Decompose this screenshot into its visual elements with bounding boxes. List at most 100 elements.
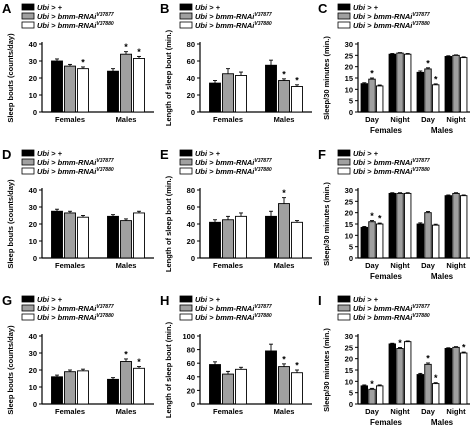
bar — [403, 192, 412, 259]
bar — [235, 368, 247, 405]
legend-label-text: Ubi > bmm-RNAi — [353, 158, 413, 167]
y-tick-label: 15 — [345, 74, 353, 83]
x-tick-label: Females — [213, 261, 243, 270]
x-tick-label: Males — [274, 261, 295, 270]
y-tick-label: 0 — [191, 254, 195, 263]
y-tick-label: 40 — [29, 332, 37, 341]
y-tick-label: 15 — [345, 220, 353, 229]
panel-letter: H — [160, 293, 169, 308]
significance-marker: * — [426, 353, 430, 363]
legend-label: Ubi > bmm-RNAiV37877 — [195, 12, 272, 21]
y-tick-label: 20 — [345, 63, 353, 72]
y-tick-label: 20 — [187, 386, 195, 395]
bar — [396, 192, 404, 259]
bar — [107, 70, 119, 113]
y-tick-label: 10 — [345, 231, 353, 240]
significance-marker: * — [282, 354, 286, 364]
y-tick-label: 80 — [187, 346, 195, 355]
bar — [376, 223, 384, 259]
panel-letter: A — [2, 1, 12, 16]
legend-swatch — [337, 313, 351, 321]
legend-label: Ubi > bmm-RNAiV37880 — [353, 313, 430, 322]
bar — [416, 223, 425, 259]
legend-label: Ubi > + — [195, 3, 221, 12]
significance-marker: * — [124, 42, 128, 52]
y-tick-label: 40 — [187, 220, 195, 229]
x-tick-label: Night — [390, 407, 410, 416]
x-tick-label: Females — [55, 407, 85, 416]
x-tick-label: Night — [390, 115, 410, 124]
y-tick-label: 40 — [187, 373, 195, 382]
bar — [388, 192, 397, 259]
bar — [222, 73, 234, 113]
y-tick-label: 20 — [187, 237, 195, 246]
legend-label-superscript: V37877 — [96, 304, 113, 310]
x-tick-label: Day — [421, 407, 436, 416]
legend-label-superscript: V37877 — [254, 12, 271, 18]
y-tick-label: 10 — [29, 91, 37, 100]
bar — [396, 348, 404, 405]
significance-marker: * — [370, 69, 374, 79]
y-tick-label: 5 — [349, 389, 353, 398]
group-label: Females — [370, 418, 403, 427]
bar — [416, 374, 425, 405]
legend-label: Ubi > bmm-RNAiV37880 — [353, 21, 430, 30]
y-tick-label: 0 — [33, 108, 37, 117]
bar — [444, 56, 453, 113]
legend-label-text: Ubi > + — [353, 149, 379, 158]
legend-label-text: Ubi > + — [37, 295, 63, 304]
group-label: Females — [370, 126, 403, 135]
bar — [235, 215, 247, 259]
legend-label: Ubi > + — [353, 149, 379, 158]
x-tick-label: Males — [274, 407, 295, 416]
panel-letter: D — [2, 147, 11, 162]
y-tick-label: 10 — [345, 377, 353, 386]
legend-label-superscript: V37880 — [254, 167, 271, 173]
y-tick-label: 100 — [182, 332, 195, 341]
bar — [360, 83, 368, 113]
bar — [376, 385, 384, 405]
legend-swatch — [179, 313, 193, 321]
x-tick-label: Night — [446, 115, 466, 124]
significance-marker: * — [282, 188, 286, 198]
bar — [291, 372, 303, 405]
bar — [388, 53, 397, 113]
y-tick-label: 20 — [187, 91, 195, 100]
significance-marker: * — [282, 69, 286, 79]
legend-label: Ubi > bmm-RNAiV37877 — [353, 158, 430, 167]
x-tick-label: Males — [116, 261, 137, 270]
legend-swatch — [179, 21, 193, 29]
legend-label-text: Ubi > + — [195, 295, 221, 304]
bar — [107, 215, 119, 259]
bar — [368, 78, 376, 113]
x-tick-label: Night — [390, 261, 410, 270]
legend-label: Ubi > bmm-RNAiV37880 — [195, 21, 272, 30]
legend-swatch — [337, 12, 351, 20]
legend-label-superscript: V37877 — [96, 12, 113, 18]
y-tick-label: 40 — [187, 74, 195, 83]
bar — [291, 221, 303, 259]
legend-label: Ubi > + — [353, 3, 379, 12]
y-axis-label: Sleep bouts (counts/day) — [6, 33, 15, 123]
y-tick-label: 30 — [345, 332, 353, 341]
y-axis-label: Sleep/30 minutes (min.) — [322, 36, 331, 120]
significance-marker: * — [462, 343, 466, 353]
legend-label-text: Ubi > bmm-RNAi — [37, 21, 97, 30]
legend-label-text: Ubi > bmm-RNAi — [37, 304, 97, 313]
legend-label-superscript: V37880 — [96, 313, 113, 319]
legend-swatch — [179, 158, 193, 166]
legend-label-text: Ubi > bmm-RNAi — [195, 12, 255, 21]
y-tick-label: 20 — [345, 355, 353, 364]
bar — [403, 341, 412, 405]
x-tick-label: Day — [421, 115, 436, 124]
legend-label: Ubi > + — [195, 295, 221, 304]
bar — [368, 388, 376, 405]
bar — [452, 54, 460, 113]
legend-swatch — [21, 12, 35, 20]
